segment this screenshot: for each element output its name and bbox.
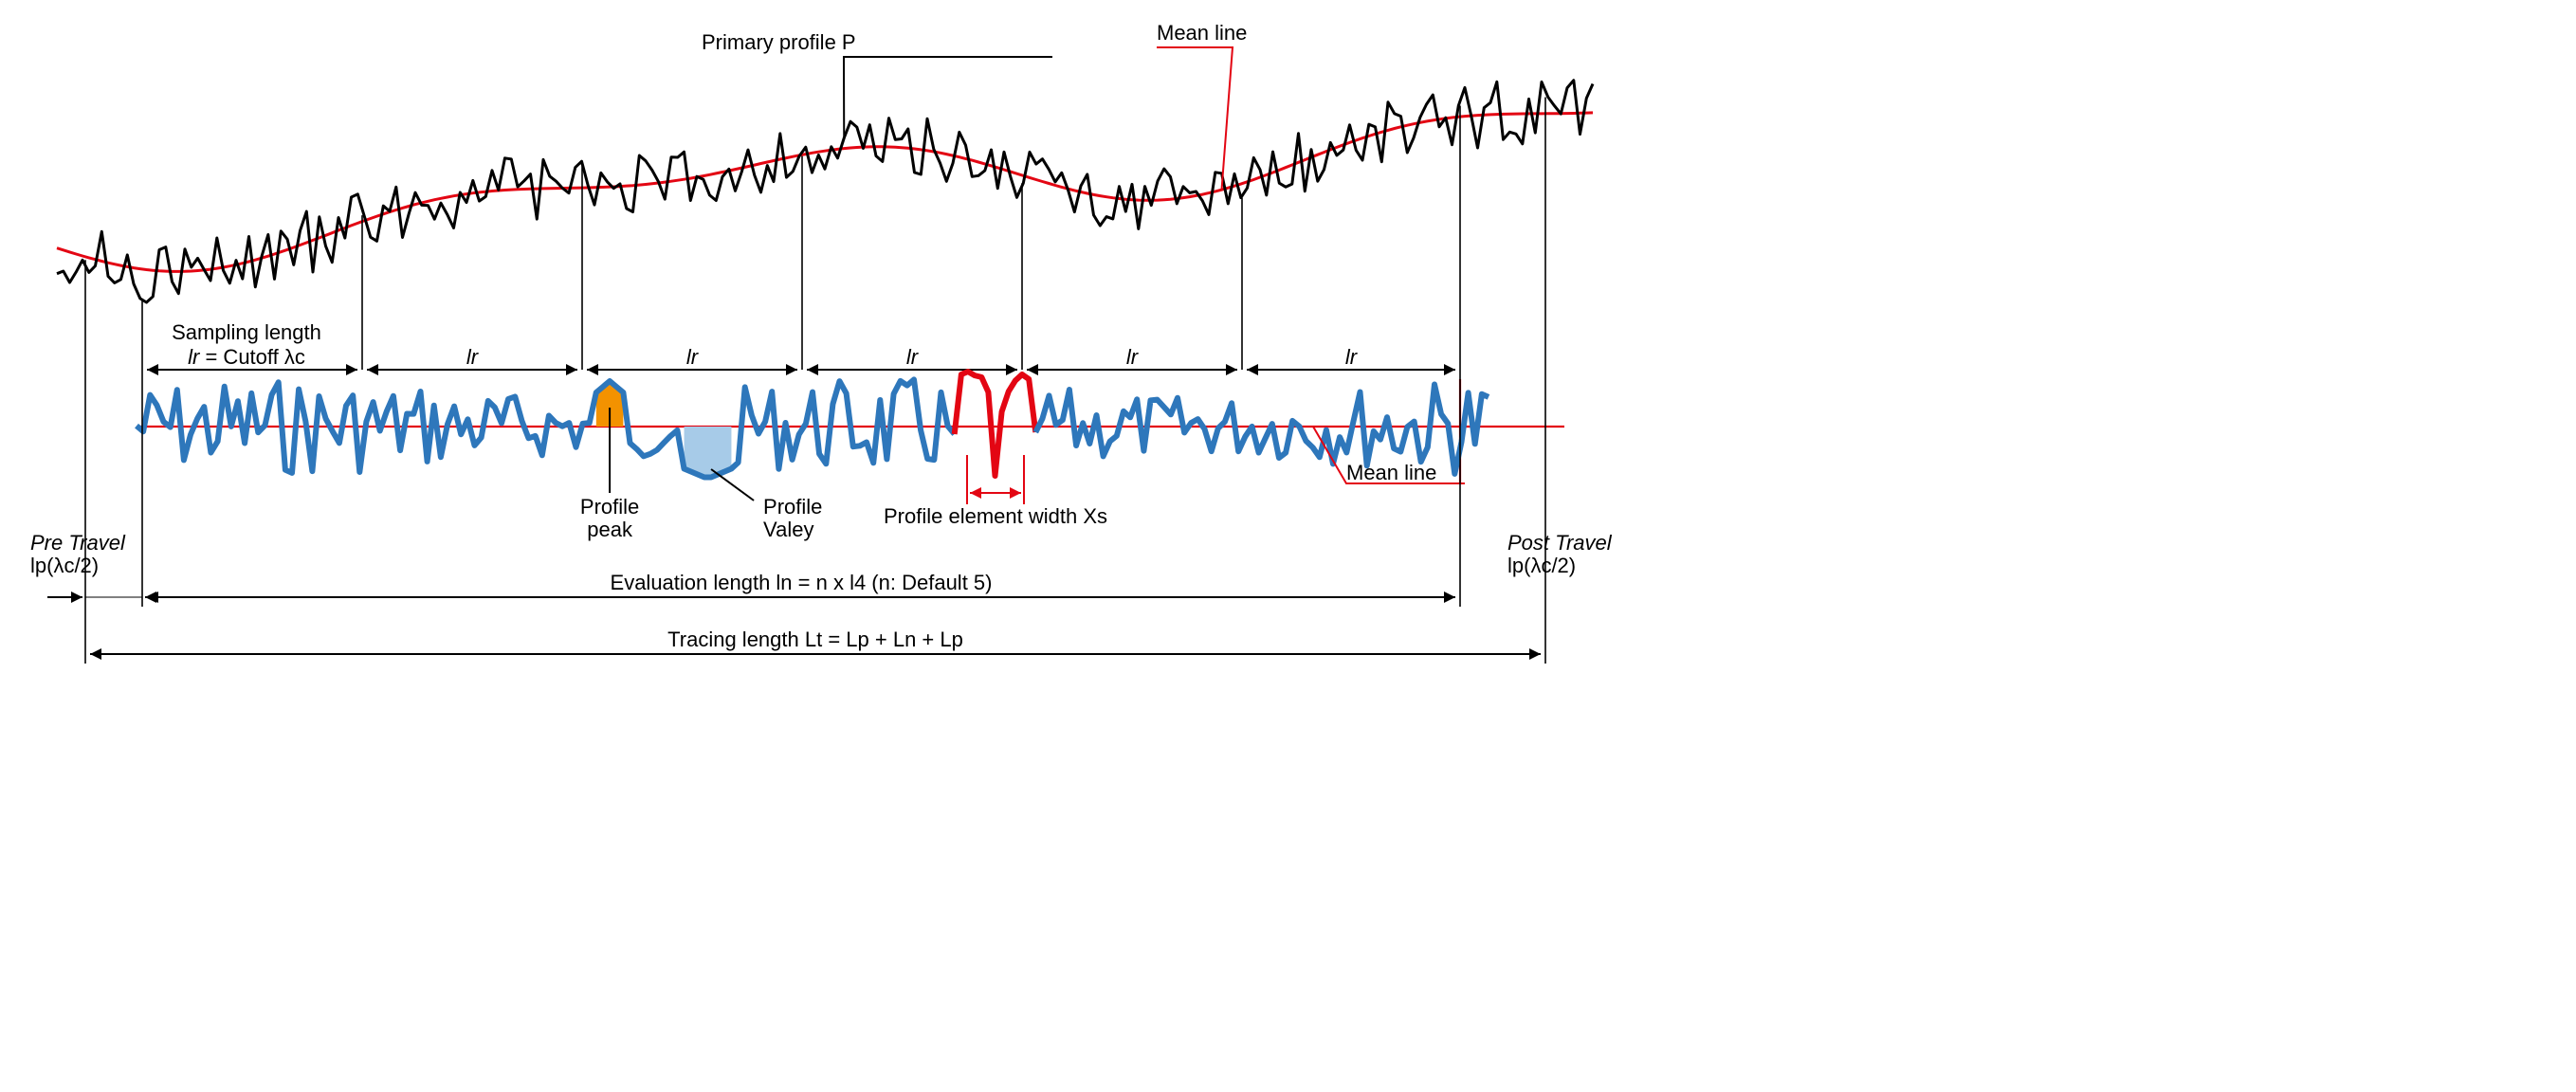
primary-profile-label: Primary profile P xyxy=(702,30,856,54)
lr-cutoff-label: lr = Cutoff λc xyxy=(188,345,305,369)
primary-profile xyxy=(57,81,1593,302)
roughness-profile xyxy=(137,379,955,477)
lr-label: lr xyxy=(466,345,480,369)
post-travel-label: Post Travellp(λc/2) xyxy=(1507,531,1613,577)
sampling-length-label: Sampling length xyxy=(172,320,321,344)
trace-length-label: Tracing length Lt = Lp + Ln + Lp xyxy=(667,628,963,651)
mean-line-bottom-label: Mean line xyxy=(1346,461,1436,484)
eval-length-label: Evaluation length ln = n x l4 (n: Defaul… xyxy=(611,571,993,594)
pre-travel-label: Pre Travellp(λc/2) xyxy=(30,531,126,577)
mean-line-top-label: Mean line xyxy=(1157,21,1247,45)
profile-diagram: Primary profile P Mean line Sampling lengt… xyxy=(19,19,1631,701)
xs-label: Profile element width Xs xyxy=(884,504,1107,528)
profile-peak-label: Profilepeak xyxy=(580,495,639,541)
lr-label: lr xyxy=(906,345,920,369)
profile-valley-label: ProfileValey xyxy=(763,495,822,541)
lr-label: lr xyxy=(686,345,700,369)
lr-label: lr xyxy=(1126,345,1140,369)
lr-label: lr xyxy=(1345,345,1359,369)
mean-line-top xyxy=(57,113,1593,272)
